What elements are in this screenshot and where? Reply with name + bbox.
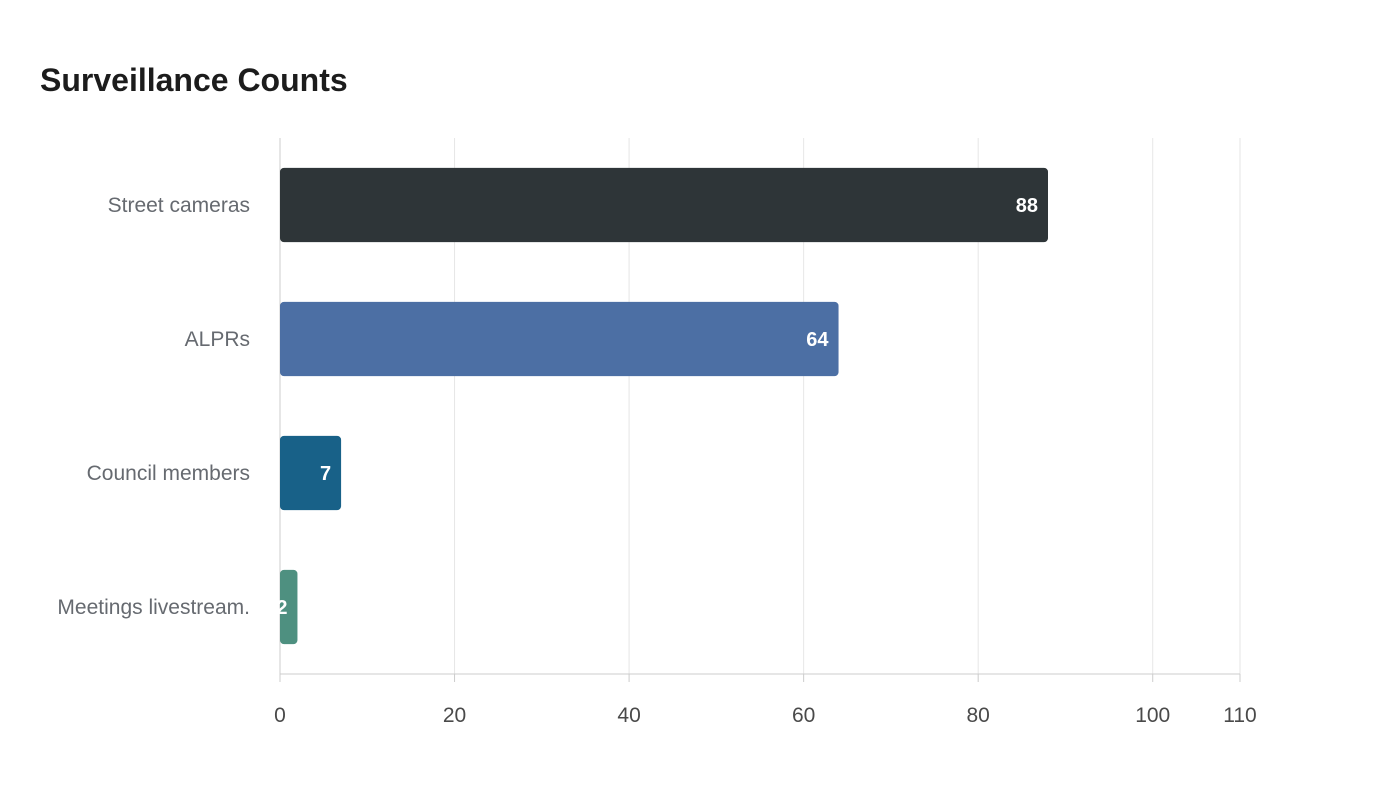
bar-council-members[interactable]	[280, 435, 342, 511]
x-tick-label: 110	[1223, 704, 1256, 727]
category-label: Street cameras	[108, 194, 250, 217]
category-label: Meetings livestream.	[57, 596, 250, 619]
x-tick-label: 80	[967, 704, 990, 727]
value-label: 64	[806, 329, 829, 351]
chart-title: Surveillance Counts	[40, 62, 348, 98]
bar-street-cameras[interactable]	[280, 167, 1048, 243]
x-tick-label: 40	[617, 704, 640, 727]
x-tick-label: 20	[443, 704, 466, 727]
category-label: ALPRs	[185, 328, 250, 351]
value-label: 2	[276, 597, 287, 619]
x-tick-label: 60	[792, 704, 815, 727]
bar-alprs[interactable]	[280, 301, 839, 377]
bars	[280, 167, 1048, 645]
value-label: 88	[1016, 195, 1038, 217]
x-tick-label: 0	[274, 704, 286, 727]
value-label: 7	[320, 463, 331, 485]
bar-meetings-livestream[interactable]	[280, 569, 298, 645]
x-tick-label: 100	[1135, 704, 1170, 727]
labels: 0 20 40 60 80 100 110 Street cameras 88 ALPRs 64 Co…	[57, 194, 1256, 727]
category-label: Council members	[87, 462, 250, 485]
